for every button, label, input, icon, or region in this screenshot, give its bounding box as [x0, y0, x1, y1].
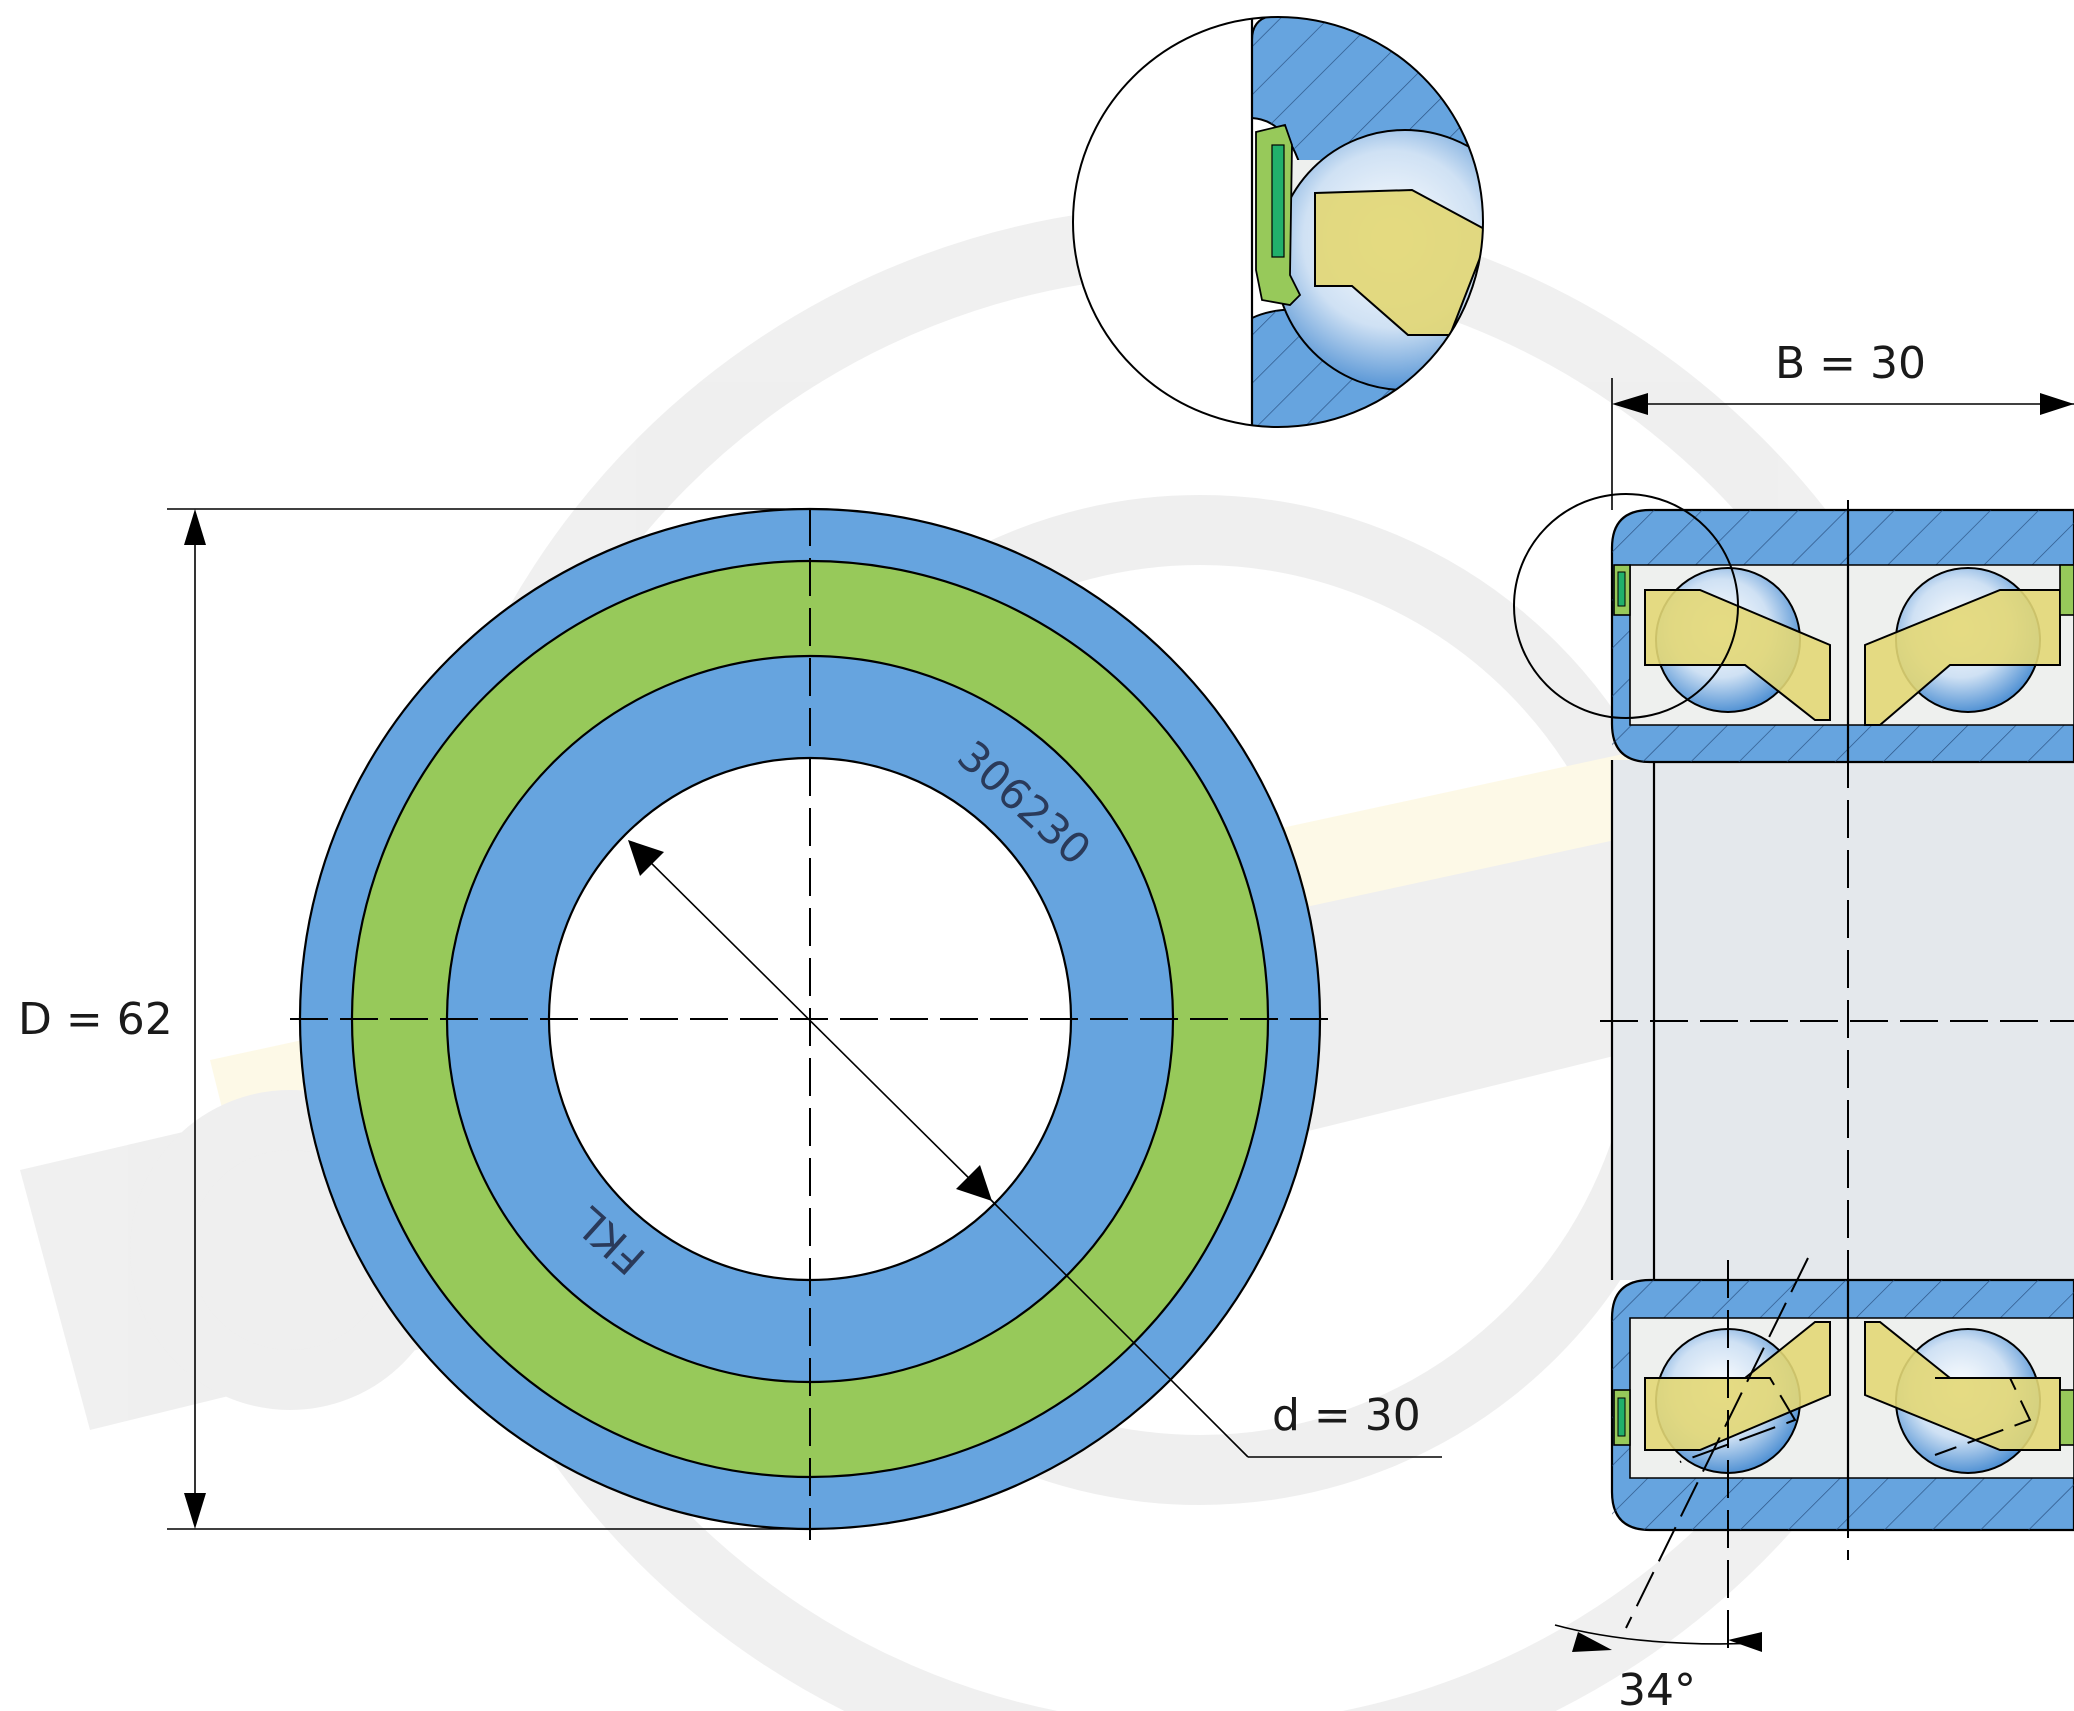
- contact-angle-dimension: 34°: [1554, 1624, 1763, 1711]
- top-right-cage: [1864, 589, 2061, 726]
- bore-diameter-label: d = 30: [1272, 1390, 1421, 1441]
- width-label: B = 30: [1775, 338, 1926, 389]
- bore-diameter-dimension: d = 30: [628, 840, 1442, 1458]
- top-left-cage: [1644, 589, 1831, 721]
- bottom-right-seal: [2059, 1389, 2074, 1446]
- bottom-left-cage: [1644, 1321, 1831, 1451]
- bottom-right-cage: [1864, 1321, 2061, 1451]
- contact-angle-label: 34°: [1618, 1665, 1696, 1711]
- bearing-front-view: 306230 FKL: [290, 507, 1340, 1540]
- detail-frame-circle: [1072, 16, 1484, 428]
- width-dimension: B = 30: [1611, 338, 2074, 510]
- detail-marker-circle: [1513, 493, 1739, 719]
- top-right-seal: [2059, 564, 2074, 616]
- bearing-section-view: [1513, 493, 2074, 1650]
- outer-diameter-dimension: D = 62: [18, 508, 810, 1530]
- section-bore-area: [1612, 760, 2074, 1280]
- outer-diameter-label: D = 62: [18, 994, 173, 1045]
- seal-detail-view: [1072, 16, 1484, 428]
- detail-cage: [1314, 188, 1483, 336]
